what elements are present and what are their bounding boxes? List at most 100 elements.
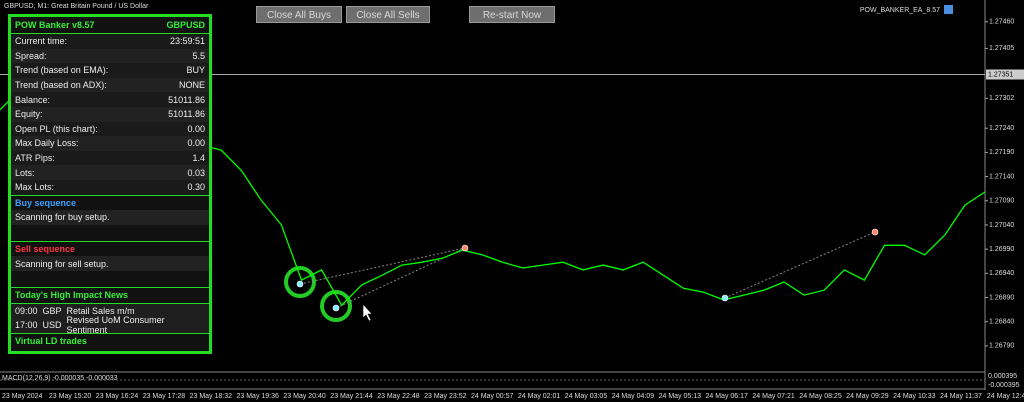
panel-row: Max Lots: 0.30 [11, 179, 209, 195]
bid-label-box [986, 69, 1024, 80]
x-tick-label: 24 May 11:37 [940, 393, 982, 400]
buy-status: Scanning for buy setup. [15, 212, 110, 223]
panel-title: POW Banker v8.57 [15, 20, 95, 30]
x-tick-label: 23 May 20:40 [283, 393, 326, 400]
panel-row: ATR Pips: 1.4 [11, 150, 209, 166]
x-tick-label: 24 May 07:21 [752, 393, 795, 400]
news-field: 09:00 [15, 305, 38, 316]
panel-row [11, 271, 209, 287]
row-label: Lots: [15, 167, 35, 178]
row-label: Max Daily Loss: [15, 138, 79, 149]
panel-symbol: GBPUSD [166, 20, 205, 30]
row-value: 51011.86 [168, 94, 205, 105]
news-field: GBP [42, 305, 62, 316]
panel-row: Scanning for buy setup. [11, 210, 209, 225]
panel-row: Max Daily Loss: 0.00 [11, 136, 209, 151]
x-tick-label: 24 May 09:29 [846, 393, 889, 400]
ea-icon [944, 5, 953, 14]
row-label: Spread: [15, 50, 47, 61]
news-field: 17:00 [15, 320, 38, 331]
x-tick-label: 23 May 22:48 [377, 393, 420, 400]
trade-lines [299, 231, 876, 309]
y-tick-label: 1.27302 [989, 95, 1014, 102]
trade-marker [721, 294, 729, 302]
y-tick-label: 1.26990 [989, 246, 1014, 253]
mouse-cursor [362, 303, 373, 322]
row-label: ATR Pips: [15, 153, 55, 164]
ea-panel: POW Banker v8.57 GBPUSD Current time: 23:59… [8, 14, 212, 354]
panel-row: 09:00 GBP Retail Sales m/m [11, 302, 209, 319]
x-tick-label: 23 May 2024 [2, 393, 43, 400]
panel-row: Balance: 51011.86 [11, 92, 209, 107]
panel-row: Current time: 23:59:51 [11, 33, 209, 49]
x-tick-label: 23 May 18:32 [190, 393, 233, 400]
x-tick-label: 24 May 05:13 [659, 393, 702, 400]
panel-row: Trend (based on ADX): NONE [11, 77, 209, 93]
row-value: 51011.86 [168, 109, 205, 120]
panel-row: Today's High Impact News [11, 286, 209, 303]
sell-title: Sell sequence [15, 244, 76, 255]
panel-footer: Virtual LD trades [15, 335, 87, 346]
x-tick-label: 24 May 03:05 [565, 393, 608, 400]
panel-row: Spread: 5.5 [11, 48, 209, 64]
y-tick-label: 1.26840 [989, 319, 1014, 326]
x-tick-label: 23 May 21:44 [330, 393, 373, 400]
x-tick-label: 24 May 00:57 [471, 393, 514, 400]
panel-row: 17:00 USD Revised UoM Consumer Sentiment [11, 315, 209, 336]
panel-row: Sell sequence [11, 240, 209, 257]
y-tick-label: 1.27040 [989, 222, 1014, 229]
row-value: 23:59:51 [169, 36, 205, 47]
news-field: Revised UoM Consumer Sentiment [66, 315, 165, 336]
close-sells-button[interactable]: Close All Sells [346, 6, 430, 23]
y-tick-label: 1.27240 [989, 125, 1014, 132]
panel-row: Open PL (this chart): 0.00 [11, 121, 209, 137]
row-value: BUY [186, 65, 205, 76]
y-tick-label: 1.26940 [989, 270, 1014, 277]
trade-marker [871, 228, 879, 236]
row-value: 1.4 [192, 153, 205, 164]
panel-row: Virtual LD trades [11, 332, 209, 349]
row-label: Open PL (this chart): [15, 123, 98, 134]
row-label: Balance: [15, 94, 51, 105]
row-value: NONE [178, 80, 205, 91]
close-buys-button[interactable]: Close All Buys [256, 6, 342, 23]
x-tick-label: 23 May 23:52 [424, 393, 467, 400]
x-tick-label: 24 May 12:41 [987, 393, 1024, 400]
row-value: 0.00 [187, 138, 205, 149]
window-title: GBPUSD, M1: Great Britain Pound / US Dol… [4, 3, 149, 10]
highlight-circle [320, 290, 352, 322]
x-tick-label: 23 May 19:36 [237, 393, 280, 400]
row-label: Current time: [15, 36, 68, 47]
row-label: Trend (based on EMA): [15, 65, 109, 76]
x-tick-label: 24 May 08:25 [799, 393, 842, 400]
row-label: Trend (based on ADX): [15, 80, 107, 91]
trade-marker [461, 244, 469, 252]
row-value: 0.03 [187, 167, 205, 178]
trade-marker [332, 304, 340, 312]
bid-label: 1.27351 [988, 71, 1013, 78]
news-field: Retail Sales m/m [66, 305, 135, 316]
y-tick-label: 1.27405 [989, 45, 1014, 52]
y-tick-label: 1.26890 [989, 294, 1014, 301]
restart-button[interactable]: Re-start Now [469, 6, 555, 23]
ea-name: POW_BANKER_EA_8.57 [860, 7, 940, 14]
macd-tick: -0.000395 [988, 382, 1020, 389]
x-tick-label: 24 May 02:01 [518, 393, 561, 400]
macd-tick: 0.000395 [988, 373, 1017, 380]
panel-row [11, 225, 209, 241]
panel-row: Buy sequence [11, 194, 209, 211]
row-label: Equity: [15, 109, 43, 120]
row-value: 0.30 [187, 182, 205, 193]
row-label: Max Lots: [15, 182, 55, 193]
trade-marker [296, 280, 304, 288]
y-tick-label: 1.27140 [989, 173, 1014, 180]
news-field: USD [42, 320, 62, 331]
x-tick-label: 24 May 10:33 [893, 393, 936, 400]
panel-row: POW Banker v8.57 GBPUSD [11, 17, 209, 33]
row-value: 5.5 [192, 50, 205, 61]
x-tick-label: 23 May 17:28 [143, 393, 186, 400]
x-tick-label: 24 May 04:09 [612, 393, 655, 400]
highlight-circle [284, 266, 316, 298]
